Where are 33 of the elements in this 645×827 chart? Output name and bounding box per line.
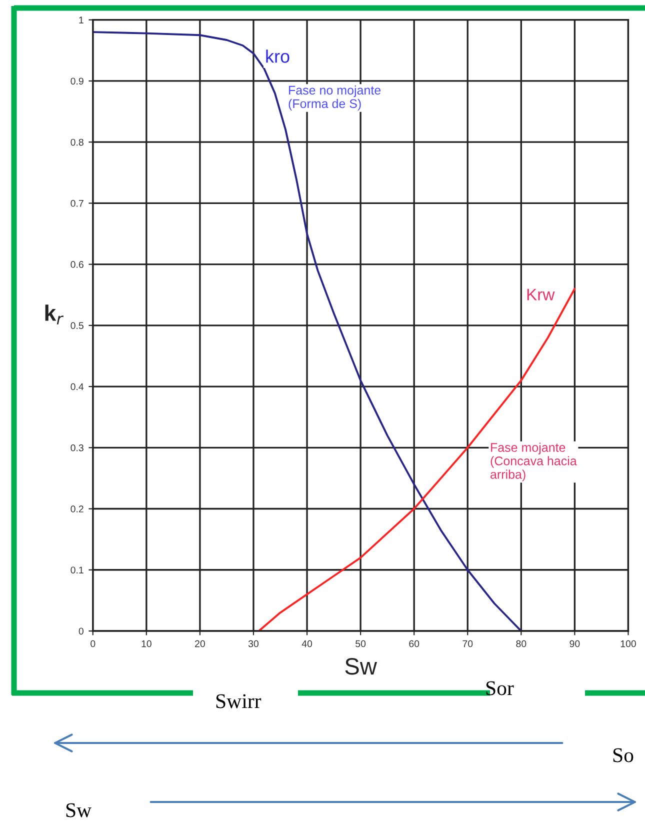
x-tick-label: 70	[462, 640, 473, 648]
text: Sw	[66, 803, 92, 818]
y-tick-label: 0.8	[70, 138, 84, 146]
x-tick-label: 20	[195, 640, 205, 648]
x-tick-label: 80	[516, 640, 526, 648]
annotation: kro	[266, 50, 290, 63]
x-tick-label: 40	[302, 640, 312, 648]
x-tick-label: 90	[570, 640, 580, 648]
x-axis-title: Sw	[345, 658, 378, 675]
y-tick-label: 0.1	[70, 566, 84, 574]
text: Swirr	[216, 694, 262, 708]
y-tick-label: 0.5	[70, 322, 84, 330]
text: Sor	[486, 681, 514, 696]
x-tick-label: 60	[409, 640, 420, 648]
line-series	[258, 288, 576, 631]
x-tick-label: 30	[248, 640, 259, 648]
text: So	[613, 748, 634, 762]
y-tick-label: 0.9	[70, 78, 84, 85]
y-tick-label: 0.4	[70, 383, 84, 390]
y-axis-title: k$_{r}$	[45, 304, 64, 324]
x-tick-label: 100	[620, 640, 636, 648]
y-tick-label: 1	[79, 16, 84, 24]
y-tick-label: 0	[78, 628, 84, 635]
annotation: Fase no mojante (Forma de S)	[288, 85, 381, 111]
y-tick-label: 0.7	[70, 200, 84, 207]
x-tick-label: 10	[142, 640, 152, 648]
x-tick-label: 0	[90, 640, 96, 648]
annotation: Krw	[527, 288, 555, 300]
y-tick-label: 0.2	[70, 506, 84, 512]
y-tick-label: 0.6	[70, 261, 84, 268]
y-tick-label: 0.3	[70, 444, 84, 452]
x-tick-label: 50	[356, 640, 366, 648]
annotation: Fase mojante (Concava hacia arriba)	[490, 442, 577, 482]
